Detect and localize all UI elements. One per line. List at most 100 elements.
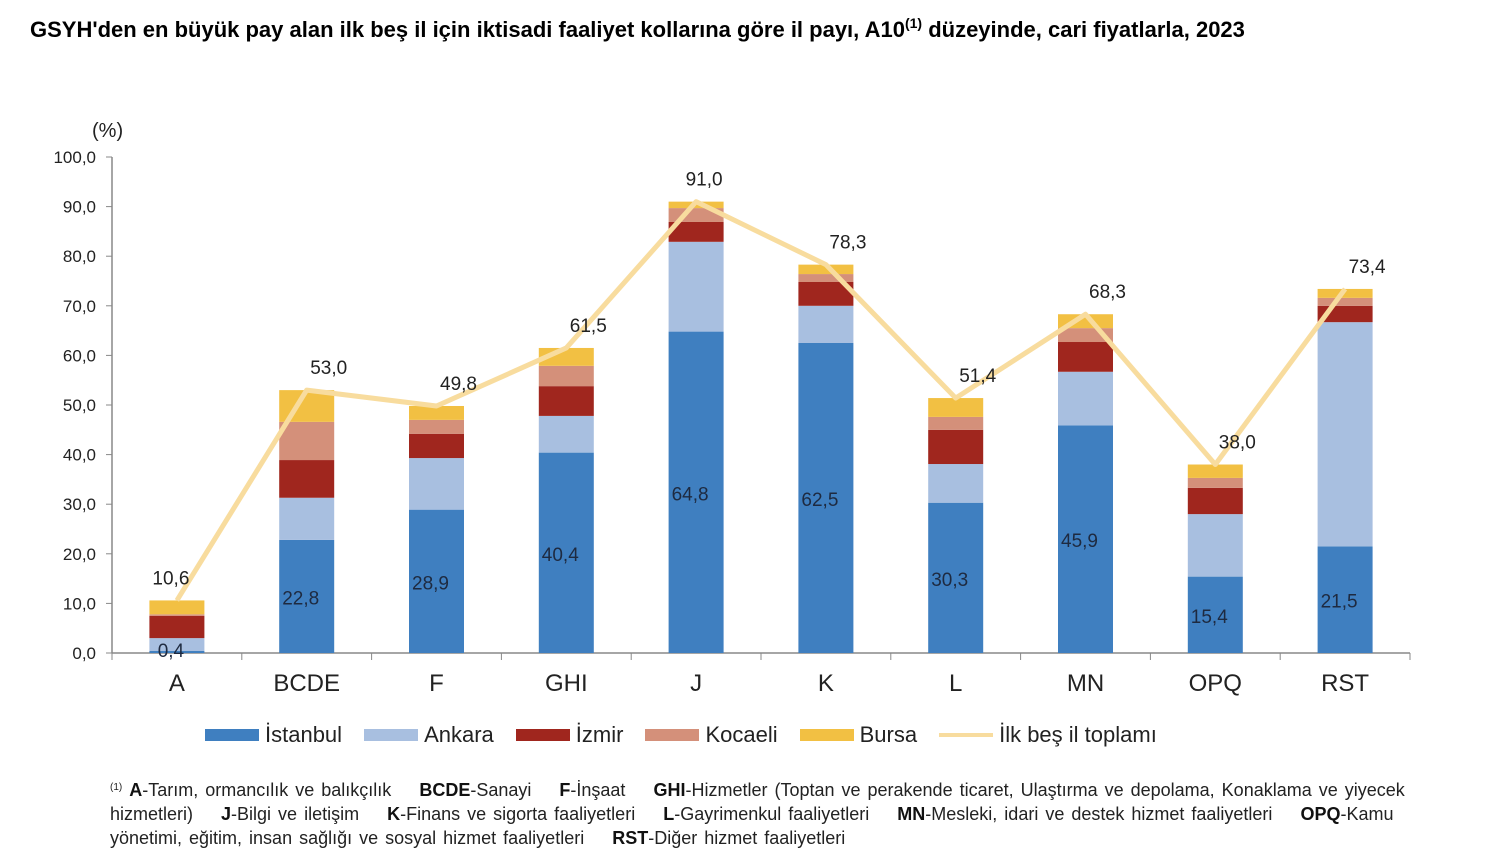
bar-segment-kocaeli <box>798 274 854 282</box>
bar-segment-i̇stanbul <box>1187 576 1243 653</box>
legend-swatch <box>799 729 854 741</box>
title-rest: düzeyinde, cari fiyatlarla, 2023 <box>922 17 1245 42</box>
bar-segment-i̇stanbul <box>798 343 854 653</box>
istanbul-data-label: 15,4 <box>1191 607 1228 628</box>
bar-segment-ankara <box>928 464 984 503</box>
footnote-item: K-Finans ve sigorta faaliyetleri <box>387 804 636 824</box>
bar-segment-ankara <box>279 497 335 540</box>
y-tick-label: 0,0 <box>72 644 96 663</box>
legend-label: Ankara <box>424 722 494 747</box>
istanbul-data-label: 40,4 <box>542 545 579 566</box>
legend-label: Bursa <box>859 722 918 747</box>
bar-segment-i̇zmir <box>149 615 205 639</box>
legend-swatch <box>205 729 259 741</box>
y-tick-label: 90,0 <box>63 198 96 217</box>
bar-segment-i̇stanbul <box>149 651 205 653</box>
bar-segment-i̇stanbul <box>668 331 724 653</box>
chart-title: GSYH'den en büyük pay alan ilk beş il iç… <box>30 10 1490 50</box>
x-tick-label: L <box>949 670 962 697</box>
bar-segment-i̇zmir <box>538 386 594 416</box>
legend-item: Ankara <box>364 722 494 748</box>
bar-segment-i̇zmir <box>798 281 854 306</box>
legend-label: İlk beş il toplamı <box>999 722 1157 747</box>
x-tick-label: A <box>169 670 185 697</box>
total-data-label: 78,3 <box>829 233 866 254</box>
y-tick-label: 20,0 <box>63 545 96 564</box>
y-axis-label: (%) <box>92 120 123 142</box>
bar-segment-kocaeli <box>279 421 335 461</box>
bar-segment-bursa <box>409 405 464 420</box>
legend-swatch <box>364 729 419 741</box>
bar-segment-i̇stanbul <box>1058 425 1113 653</box>
legend-item: İstanbul <box>205 722 342 748</box>
bar-segment-ankara <box>409 458 464 510</box>
legend-label: İstanbul <box>265 722 343 747</box>
footnote-item: A-Tarım, ormancılık ve balıkçılık <box>129 780 392 800</box>
total-data-label: 73,4 <box>1349 257 1386 278</box>
bar-segment-i̇stanbul <box>279 539 335 653</box>
legend-item: Kocaeli <box>645 722 778 748</box>
x-tick-label: F <box>429 670 444 697</box>
bar-segment-kocaeli <box>538 365 594 387</box>
bar-segment-i̇zmir <box>928 429 984 465</box>
total-data-label: 61,5 <box>570 316 607 337</box>
bar-segment-ankara <box>1058 371 1113 426</box>
istanbul-data-label: 45,9 <box>1061 531 1098 552</box>
bar-segment-i̇zmir <box>409 433 464 459</box>
y-tick-label: 40,0 <box>63 446 96 465</box>
total-data-label: 68,3 <box>1089 282 1126 303</box>
bar-segment-ankara <box>668 241 724 332</box>
bar-segment-i̇stanbul <box>538 452 594 653</box>
bar-segment-ankara <box>1187 514 1243 577</box>
total-data-label: 49,8 <box>440 374 477 395</box>
bar-segment-kocaeli <box>1187 477 1243 488</box>
footnote-item: L-Gayrimenkul faaliyetleri <box>663 804 870 824</box>
bar-segment-kocaeli <box>1317 297 1373 306</box>
total-data-label: 38,0 <box>1219 433 1256 454</box>
bar-segment-ankara <box>1317 322 1373 547</box>
bar-segment-i̇zmir <box>1058 342 1113 372</box>
y-tick-label: 70,0 <box>63 297 96 316</box>
legend-label: Kocaeli <box>705 722 778 747</box>
footnote-item: OPQ-Kamu yönetimi, eğitim, insan sağlığı… <box>110 804 1394 848</box>
x-tick-label: BCDE <box>273 670 340 697</box>
istanbul-data-label: 22,8 <box>282 588 319 609</box>
bar-segment-kocaeli <box>928 416 984 430</box>
footnote-item: J-Bilgi ve iletişim <box>221 804 360 824</box>
y-tick-label: 50,0 <box>63 396 96 415</box>
bar-segment-bursa <box>798 264 854 275</box>
total-data-label: 53,0 <box>310 358 347 379</box>
bar-segment-bursa <box>149 600 205 615</box>
legend: İstanbul Ankara İzmir Kocaeli Bursa İlk beş i… <box>205 722 1179 748</box>
y-tick-label: 80,0 <box>63 247 96 266</box>
bar-segment-i̇stanbul <box>928 502 984 653</box>
x-tick-label: J <box>690 670 702 697</box>
legend-line-swatch <box>939 733 994 737</box>
x-tick-label: MN <box>1067 670 1104 697</box>
y-tick-label: 10,0 <box>63 594 96 613</box>
footnote-item: MN-Mesleki, idari ve destek hizmet faali… <box>897 804 1273 824</box>
bar-segment-bursa <box>928 398 984 417</box>
total-data-label: 10,6 <box>152 568 189 589</box>
istanbul-data-label: 28,9 <box>412 573 449 594</box>
bar-segment-ankara <box>149 638 205 652</box>
x-tick-label: OPQ <box>1189 670 1242 697</box>
footnote-item: GHI-Hizmetler (Toptan ve perakende ticar… <box>110 780 1405 824</box>
bar-segment-i̇zmir <box>668 221 724 242</box>
bar-segment-i̇zmir <box>1187 487 1243 515</box>
legend-swatch <box>515 729 570 741</box>
bar-segment-ankara <box>798 305 854 343</box>
footnote-item: BCDE-Sanayi <box>419 780 532 800</box>
bar-segment-kocaeli <box>149 614 205 616</box>
bar-segment-i̇zmir <box>279 460 335 498</box>
bar-segment-bursa <box>1317 288 1373 298</box>
istanbul-data-label: 0,4 <box>158 641 185 662</box>
title-sup: (1) <box>904 15 923 31</box>
legend-swatch <box>645 729 700 741</box>
footnote-item: RST-Diğer hizmet faaliyetleri <box>612 828 846 848</box>
title-text: GSYH'den en büyük pay alan ilk beş il iç… <box>30 17 905 42</box>
legend-item: İzmir <box>515 722 623 748</box>
x-tick-label: GHI <box>545 670 588 697</box>
legend-item: İlk beş il toplamı <box>939 722 1157 748</box>
